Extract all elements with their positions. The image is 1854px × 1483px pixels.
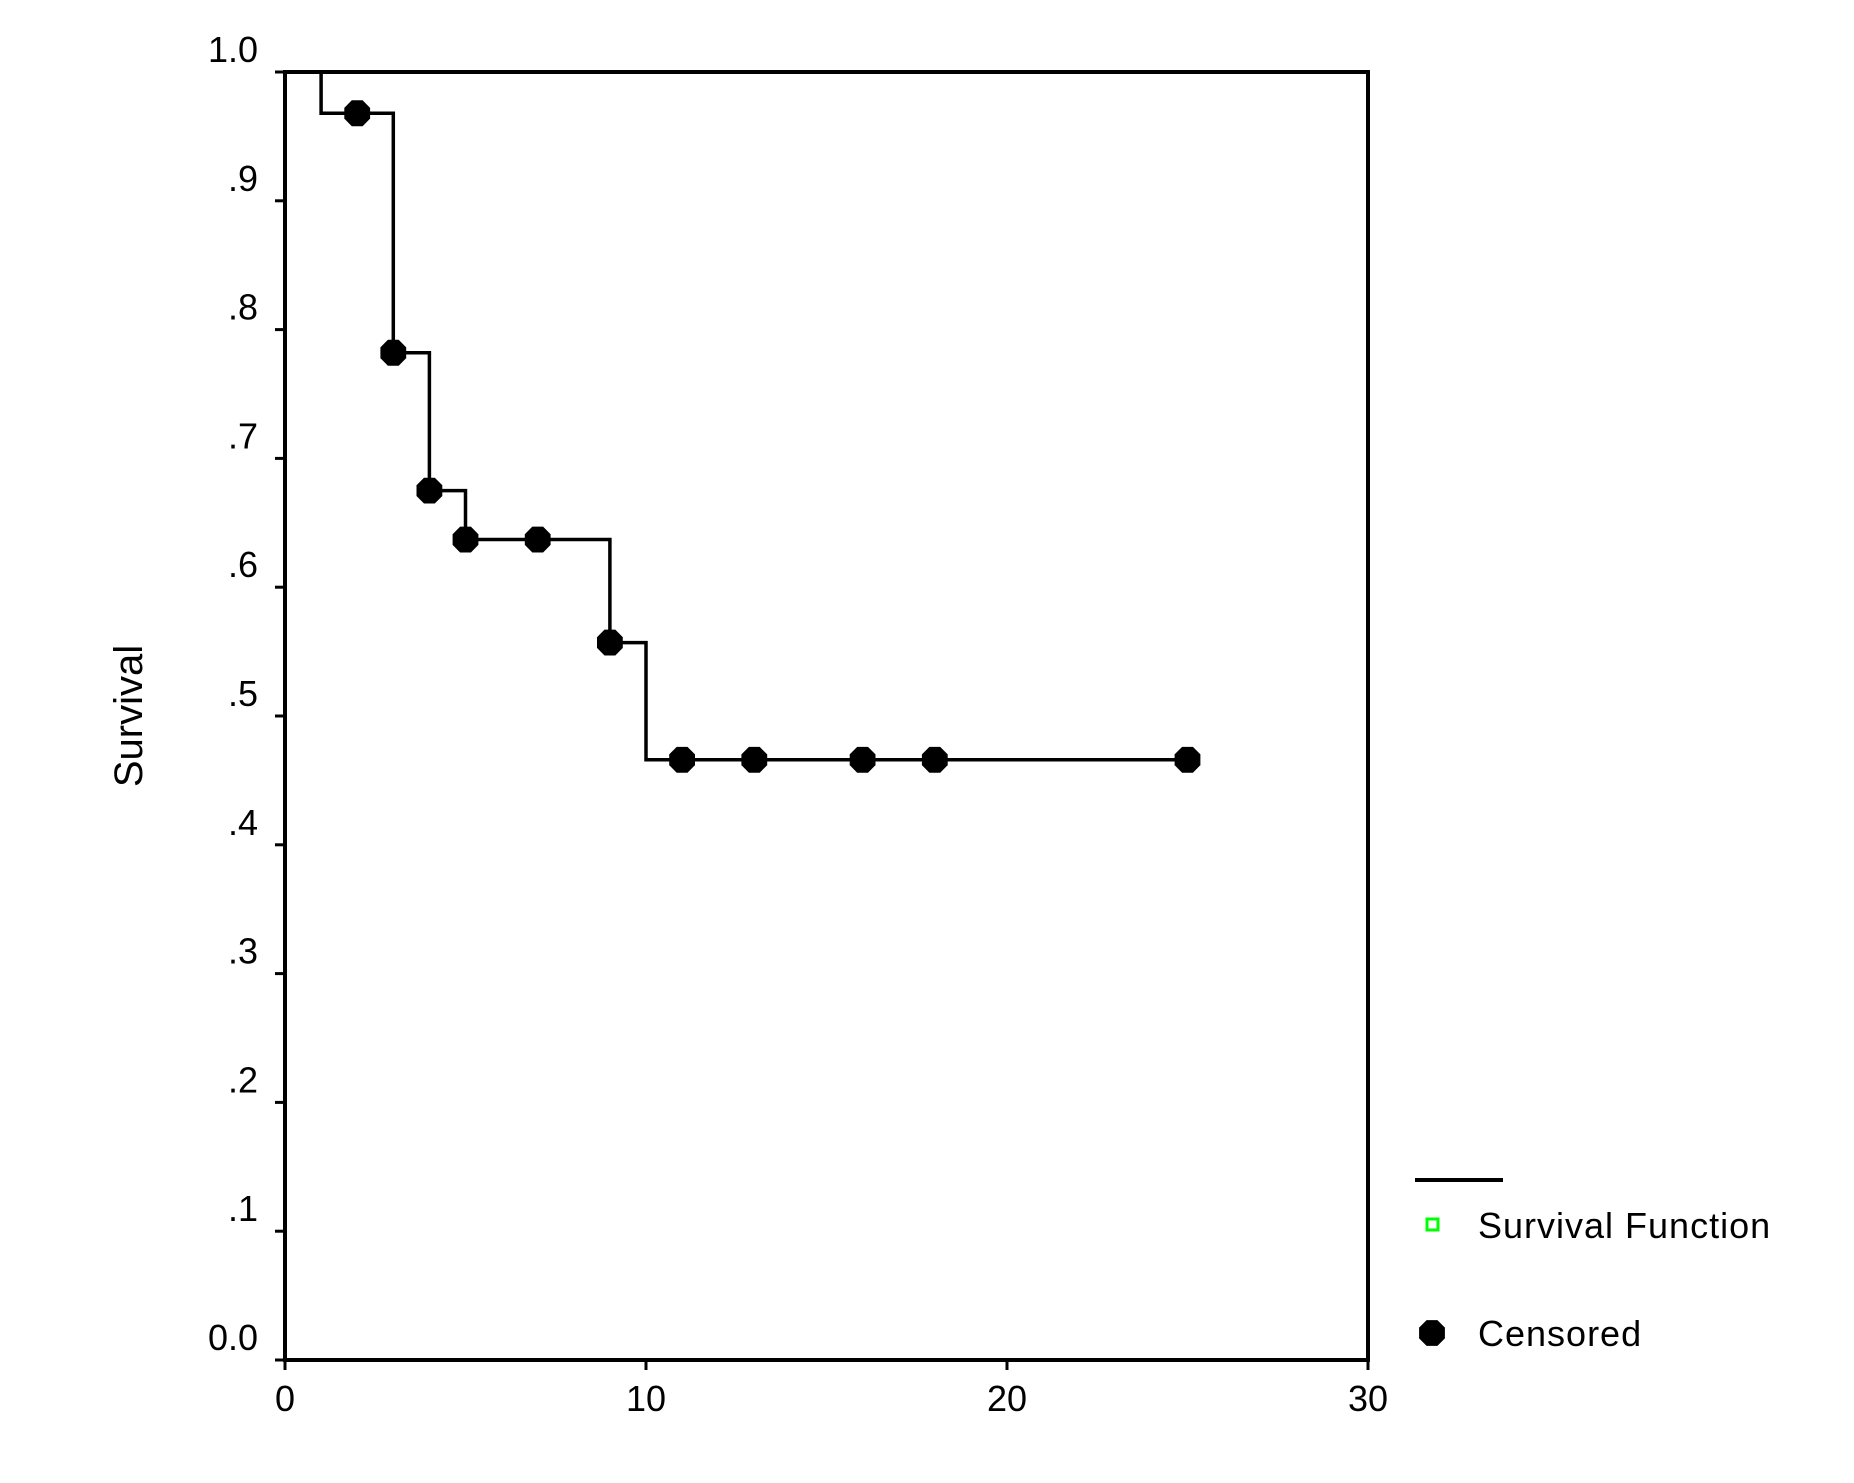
censored-legend-icon — [1419, 1320, 1445, 1346]
censored-marker-icon — [524, 526, 551, 553]
x-tick-label: 10 — [626, 1378, 666, 1419]
censored-marker-icon — [380, 339, 407, 366]
censored-marker-icon — [921, 746, 948, 773]
survival-curve — [285, 70, 1188, 762]
legend-label-survival-function: Survival Function — [1478, 1205, 1771, 1246]
censored-marker-icon — [741, 746, 768, 773]
x-tick-label: 20 — [987, 1378, 1027, 1419]
y-tick-label: .8 — [228, 287, 258, 328]
survival-function-legend-icon — [1425, 1217, 1440, 1232]
y-axis-ticks: 0.0 .1 .2 .3 .4 .5 .6 .7 .8 .9 1.0 — [208, 29, 285, 1362]
censored-marker-icon — [344, 100, 371, 127]
y-tick-label: .5 — [228, 673, 258, 714]
censored-marker-icon — [669, 746, 695, 773]
x-axis-ticks: 0 10 20 30 — [275, 1360, 1388, 1419]
x-tick-label: 0 — [275, 1378, 295, 1419]
y-tick-label: .4 — [228, 802, 258, 843]
y-tick-label: .1 — [228, 1188, 258, 1229]
censored-markers — [344, 100, 1201, 773]
survival-step-line — [285, 70, 1188, 762]
y-tick-label: .7 — [228, 415, 258, 456]
censored-marker-icon — [849, 746, 876, 773]
plot-border — [283, 70, 1370, 1362]
censored-marker-icon — [597, 629, 623, 656]
y-tick-label: 1.0 — [208, 29, 258, 70]
censored-marker-icon — [1174, 746, 1201, 773]
y-tick-label: .6 — [228, 544, 258, 585]
censored-marker-icon — [452, 526, 479, 553]
y-tick-label: 0.0 — [208, 1317, 258, 1358]
y-tick-label: .9 — [228, 158, 258, 199]
legend-label-censored: Censored — [1478, 1313, 1642, 1354]
y-tick-label: .2 — [228, 1059, 258, 1100]
y-tick-label: .3 — [228, 931, 258, 972]
y-axis-title: Survival — [107, 645, 151, 787]
plot-frame — [283, 70, 1370, 1362]
legend: Survival Function Censored — [1415, 1178, 1771, 1354]
x-tick-label: 30 — [1348, 1378, 1388, 1419]
censored-marker-icon — [416, 477, 443, 504]
